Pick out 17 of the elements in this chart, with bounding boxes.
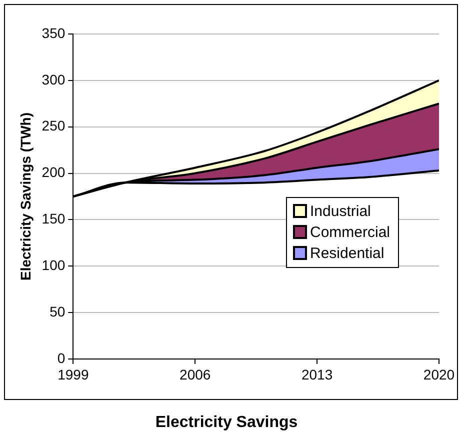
legend-label: Residential	[310, 244, 384, 262]
x-tick-label: 2013	[301, 366, 333, 382]
x-tick-label: 2006	[180, 366, 211, 382]
y-tick-label: 50	[50, 303, 66, 320]
y-tick-label: 250	[42, 118, 66, 134]
y-tick-label: 100	[42, 257, 66, 273]
y-axis-title: Electricity Savings (TWh)	[17, 112, 34, 281]
text: Electricity Savings	[155, 414, 298, 431]
y-tick-label: 300	[42, 71, 66, 88]
legend-label: Commercial	[310, 224, 390, 240]
x-tick-label: 1999	[58, 366, 89, 382]
y-tick-label: 350	[42, 24, 66, 41]
y-tick-label: 0	[57, 350, 66, 366]
legend-label: Industrial	[310, 202, 371, 220]
y-tick-label: 200	[42, 164, 66, 180]
y-tick-label: 150	[42, 210, 66, 227]
x-tick-label: 2020	[423, 366, 455, 382]
